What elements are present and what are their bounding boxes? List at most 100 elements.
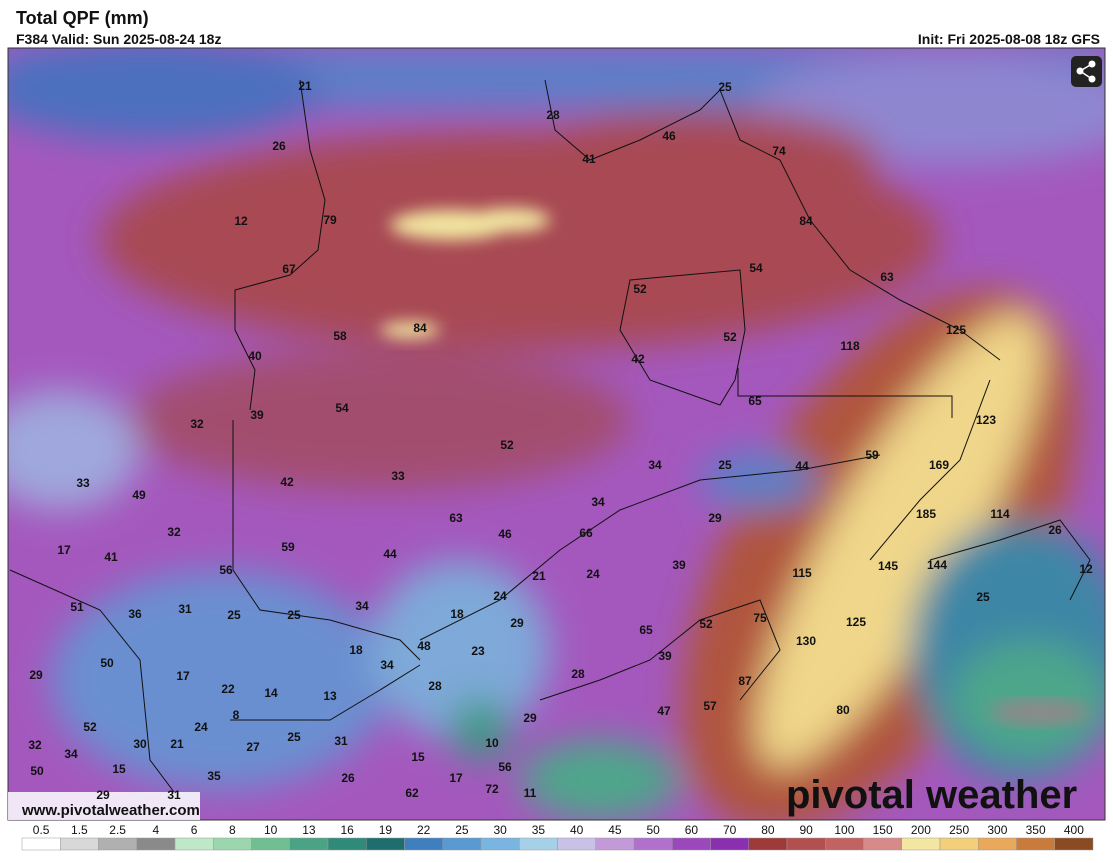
map-value-label: 8 [233,708,240,722]
map-value-label: 42 [280,475,294,489]
legend-swatch [21,837,61,851]
map-value-label: 58 [333,329,347,343]
map-value-label: 32 [190,417,204,431]
legend-swatch [174,837,214,851]
legend-swatch [748,837,788,851]
legend-label: 8 [229,823,236,837]
legend-swatch [442,837,482,851]
map-value-label: 25 [718,458,732,472]
map-value-label: 11 [524,786,537,800]
legend-label: 2.5 [109,823,126,837]
map-value-label: 24 [493,589,507,603]
map-value-label: 47 [657,704,671,718]
map-value-label: 17 [57,543,71,557]
legend-swatch [557,837,596,851]
map-value-label: 28 [428,679,442,693]
legend-swatch [1016,837,1055,851]
map-value-label: 57 [703,699,717,713]
legend-swatch [1054,837,1094,851]
legend-label: 0.5 [33,823,50,837]
legend-label: 200 [911,823,931,837]
map-value-label: 35 [207,769,221,783]
map-value-label: 59 [281,540,295,554]
logo: pivotal weather [786,773,1077,817]
map-value-label: 30 [133,737,147,751]
map-value-label: 74 [772,144,786,158]
map-value-label: 28 [546,108,560,122]
map-value-label: 14 [264,686,278,700]
title: Total QPF (mm) [16,8,149,28]
map-value-label: 63 [880,270,894,284]
map-value-label: 50 [100,656,114,670]
legend-swatch [519,837,558,851]
map-value-label: 56 [219,563,233,577]
map-value-label: 52 [500,438,514,452]
map-value-label: 72 [485,782,499,796]
map-value-label: 28 [571,667,585,681]
map-value-label: 10 [485,736,499,750]
map-value-label: 145 [878,559,898,573]
map-value-label: 51 [70,600,84,614]
map-value-label: 42 [631,352,645,366]
map-value-label: 12 [1079,562,1093,576]
map-value-label: 26 [1048,523,1062,537]
legend-swatch [978,837,1017,851]
legend-label: 80 [761,823,775,837]
map-value-label: 32 [167,525,181,539]
map-value-label: 52 [699,617,713,631]
legend-label: 19 [379,823,393,837]
legend-label: 22 [417,823,431,837]
share-button[interactable] [1071,56,1102,87]
legend-swatch [213,837,252,851]
map-value-label: 29 [29,668,43,682]
map-value-label: 87 [738,674,752,688]
map-value-label: 23 [471,644,485,658]
legend-label: 10 [264,823,278,837]
map-value-label: 41 [582,152,596,166]
map-value-label: 144 [927,558,947,572]
map-value-label: 21 [170,737,184,751]
map-value-label: 39 [658,649,672,663]
legend-label: 300 [987,823,1007,837]
legend-label: 25 [455,823,469,837]
map-value-label: 34 [591,495,605,509]
map-value-label: 17 [449,771,463,785]
legend-label: 250 [949,823,969,837]
map-value-label: 25 [287,730,301,744]
map-value-label: 21 [532,569,546,583]
legend-label: 6 [191,823,198,837]
legend-swatch [98,837,137,851]
legend-swatch [710,837,749,851]
map-value-label: 17 [176,669,190,683]
map-value-label: 46 [662,129,676,143]
valid-time: F384 Valid: Sun 2025-08-24 18z [16,31,221,47]
legend-label: 40 [570,823,584,837]
legend-label: 150 [873,823,893,837]
legend-swatch [366,837,405,851]
legend-swatch [136,837,176,851]
map-value-label: 33 [391,469,405,483]
legend-swatch [672,837,711,851]
map-value-label: 31 [178,602,192,616]
map-value-label: 114 [990,507,1010,521]
legend-swatch [404,837,443,851]
map-value-label: 52 [633,282,647,296]
map-value-label: 44 [383,547,397,561]
legend-swatch [825,837,864,851]
legend-label: 30 [493,823,507,837]
map-value-label: 31 [167,788,181,802]
map-value-label: 34 [648,458,662,472]
map-value-label: 39 [672,558,686,572]
map-value-label: 84 [799,214,813,228]
map-value-label: 123 [976,413,996,427]
watermark: www.pivotalweather.com [21,802,200,819]
map-value-label: 65 [748,394,762,408]
map-value-label: 65 [639,623,653,637]
map-value-label: 169 [929,458,949,472]
map-value-label: 56 [498,760,512,774]
map-value-label: 26 [272,139,286,153]
map-value-label: 15 [411,750,425,764]
map-value-label: 115 [792,566,812,580]
legend-label: 400 [1064,823,1084,837]
map-value-label: 59 [865,448,879,462]
